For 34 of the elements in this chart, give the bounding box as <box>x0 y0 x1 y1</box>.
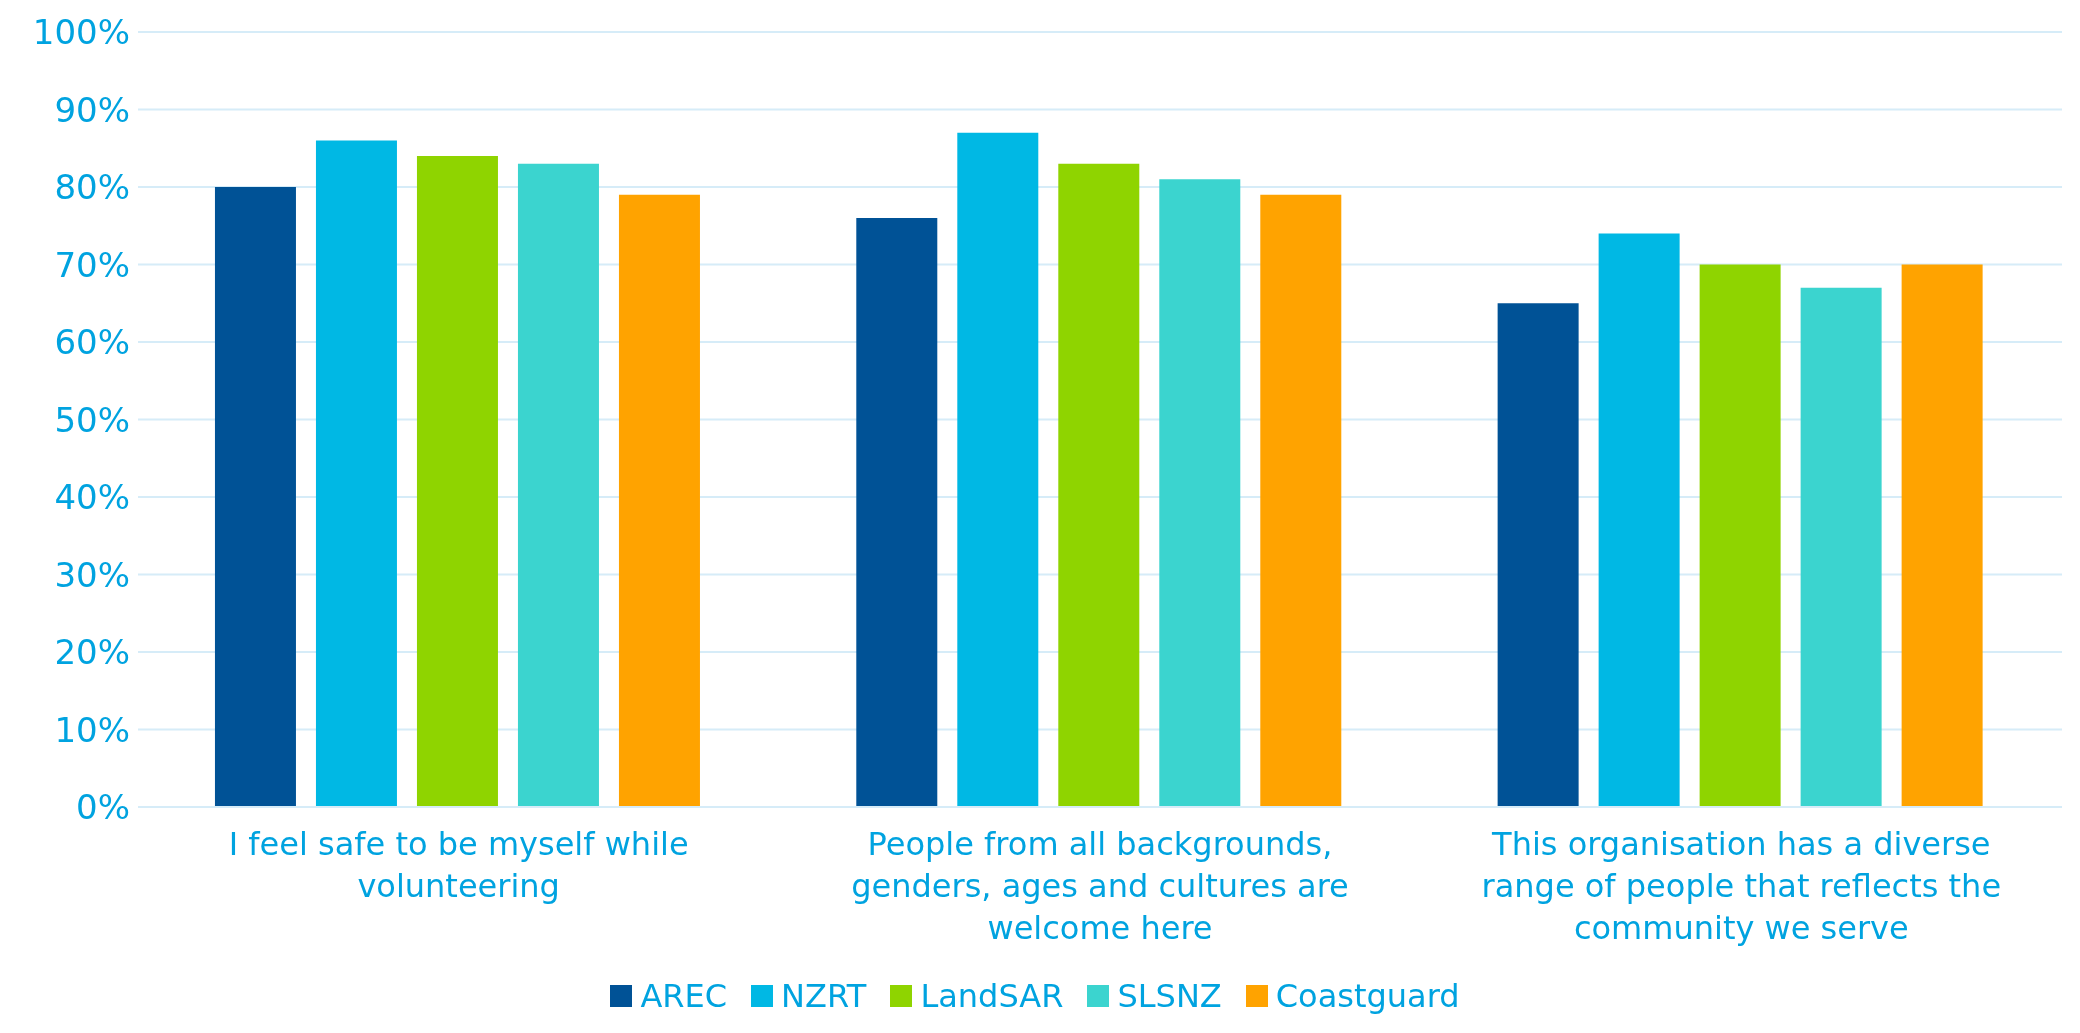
legend-label: Coastguard <box>1275 977 1460 1015</box>
y-tick-label: 30% <box>54 554 130 595</box>
y-tick-label: 100% <box>32 12 130 53</box>
legend-label: NZRT <box>781 977 867 1015</box>
y-tick-label: 10% <box>54 709 130 750</box>
y-tick-label: 20% <box>54 632 130 673</box>
x-tick-label: This organisation has a diverse range of people that reflects the community we serve <box>1481 825 2002 947</box>
y-tick-label: 90% <box>54 89 130 130</box>
bar <box>1901 264 1983 807</box>
x-tick-label: People from all backgrounds, genders, ages and cultures are welcome here <box>851 825 1349 947</box>
bar <box>1159 179 1241 807</box>
bar <box>1800 287 1882 807</box>
bar <box>1058 163 1140 807</box>
bar <box>214 187 296 807</box>
bar <box>1497 303 1579 807</box>
y-tick-label: 60% <box>54 322 130 363</box>
y-tick-label: 50% <box>54 399 130 440</box>
bar <box>1260 194 1342 807</box>
y-tick-label: 40% <box>54 477 130 518</box>
legend-label: AREC <box>640 977 728 1015</box>
legend-label: LandSAR <box>920 977 1064 1015</box>
bar <box>618 194 700 807</box>
bar <box>957 132 1039 807</box>
bar <box>416 156 498 807</box>
bar <box>517 163 599 807</box>
bar <box>1598 233 1680 807</box>
bar <box>1699 264 1781 807</box>
y-tick-label: 0% <box>76 787 130 828</box>
y-tick-label: 70% <box>54 244 130 285</box>
bar <box>315 140 397 807</box>
x-tick-label: I feel safe to be myself while volunteering <box>228 825 689 905</box>
bar <box>856 218 938 807</box>
legend-label: SLSNZ <box>1117 977 1222 1015</box>
y-tick-label: 80% <box>54 167 130 208</box>
